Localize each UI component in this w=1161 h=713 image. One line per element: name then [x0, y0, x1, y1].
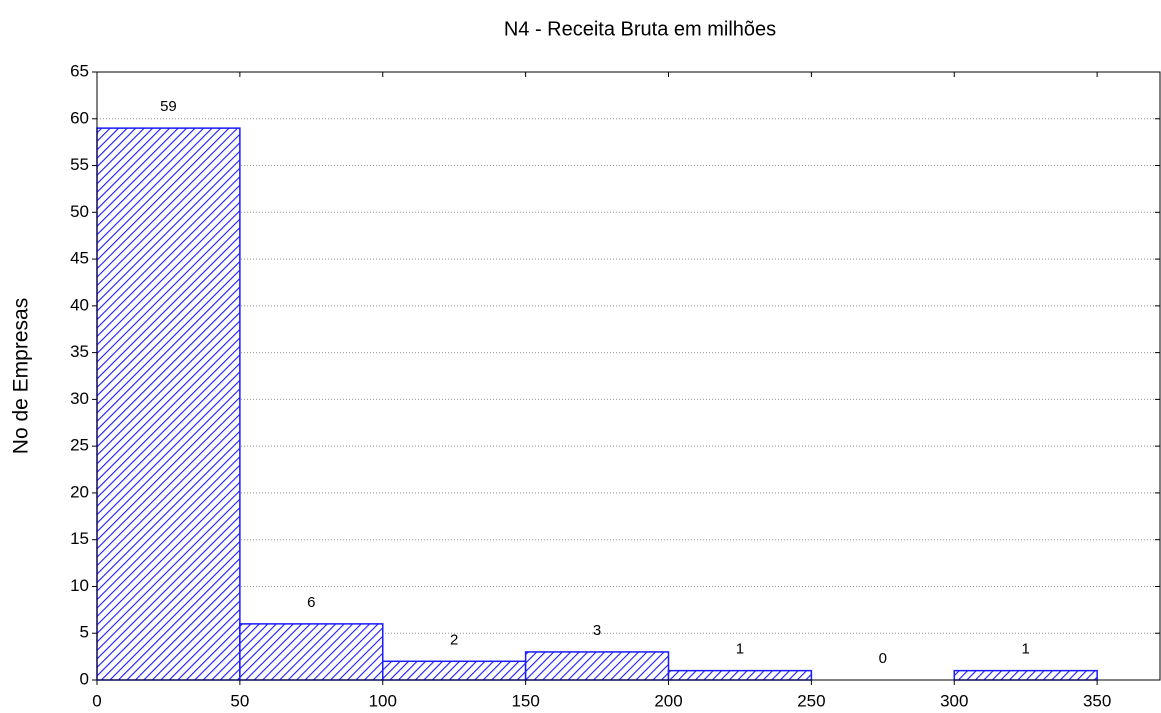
x-tick-label: 250 [797, 691, 825, 710]
x-tick-label: 300 [940, 691, 968, 710]
y-tick-label: 50 [70, 202, 89, 221]
bar [524, 651, 670, 681]
y-tick-label: 45 [70, 249, 89, 268]
data-label: 1 [1022, 641, 1030, 658]
data-label: 1 [736, 641, 744, 658]
bar [953, 669, 1098, 681]
y-tick-label: 55 [70, 155, 89, 174]
x-tick-label: 100 [369, 691, 397, 710]
data-label: 6 [307, 594, 315, 611]
y-tick-label: 20 [70, 482, 89, 501]
plot-frame [96, 71, 1161, 681]
y-tick-label: 0 [80, 669, 89, 688]
bar [96, 127, 241, 681]
y-axis-label: No de Empresas [10, 298, 33, 454]
y-tick-label: 65 [70, 61, 89, 80]
y-tick-label: 30 [70, 389, 89, 408]
chart-title: N4 - Receita Bruta em milhões [504, 18, 776, 40]
data-label: 59 [160, 98, 177, 115]
bar [382, 660, 527, 681]
data-label: 3 [593, 622, 601, 639]
x-tick-label: 200 [654, 691, 682, 710]
x-tick-label: 350 [1083, 691, 1111, 710]
data-label: 0 [879, 650, 887, 667]
x-tick-label: 150 [511, 691, 539, 710]
bar [667, 669, 813, 681]
y-tick-label: 25 [70, 436, 89, 455]
data-label: 2 [450, 631, 458, 648]
x-tick-label: 50 [230, 691, 249, 710]
y-tick-label: 5 [80, 623, 89, 642]
bar [239, 623, 384, 681]
y-tick-label: 10 [70, 576, 89, 595]
y-tick-label: 35 [70, 342, 89, 361]
x-tick-label: 0 [92, 691, 101, 710]
y-tick-label: 60 [70, 108, 89, 127]
y-tick-label: 15 [70, 529, 89, 548]
y-tick-label: 40 [70, 295, 89, 314]
